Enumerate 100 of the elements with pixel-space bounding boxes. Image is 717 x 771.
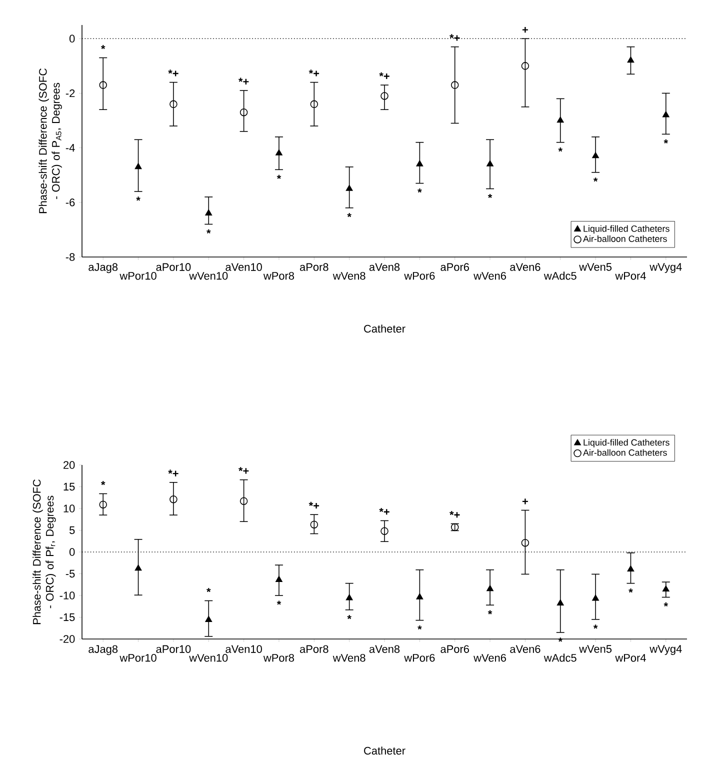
y-tick-label: 10 (64, 504, 75, 512)
y-tick-label: -15 (60, 613, 75, 622)
y-tick-label: -4 (66, 144, 75, 152)
x-tick-label: aJag8 (88, 645, 118, 656)
x-tick-label: wAdc5 (544, 272, 576, 280)
annotation: * (347, 213, 352, 218)
x-tick-label: wVen5 (579, 645, 612, 653)
x-tick-label: aVen8 (369, 263, 400, 271)
x-tick-label: wVyg4 (650, 263, 682, 273)
annotation: * (276, 600, 282, 605)
y-tick-label: -2 (66, 89, 75, 98)
annotation: * (101, 45, 106, 50)
annotation: *+ (379, 508, 390, 515)
x-tick-label: wPor10 (120, 654, 156, 662)
x-tick-label: wPor8 (263, 654, 294, 662)
point (556, 116, 564, 123)
x-tick-label: aPor8 (300, 645, 328, 653)
x-tick-label: wVen6 (474, 272, 506, 280)
point (627, 56, 634, 63)
annotation: *+ (238, 78, 249, 84)
x-tick-label: aVen10 (226, 645, 262, 653)
x-tick-label: wPor6 (404, 272, 435, 280)
x-tick-label: wPor6 (404, 654, 435, 662)
annotation: * (558, 148, 562, 152)
x-tick-label: aVen6 (510, 645, 540, 653)
y-tick-label: 15 (64, 482, 75, 491)
point (521, 538, 530, 547)
annotation: * (136, 196, 140, 201)
y-tick-label: -20 (60, 635, 75, 643)
point (134, 564, 142, 571)
point (276, 576, 282, 582)
annotation: + (522, 498, 528, 504)
annotation: *+ (450, 511, 460, 518)
x-tick-label: aVen6 (510, 263, 540, 271)
annotation: * (418, 188, 422, 193)
x-tick-label: wVen10 (189, 654, 228, 662)
point (592, 594, 599, 601)
point (240, 497, 248, 505)
annotation: * (101, 480, 106, 486)
point (240, 108, 248, 116)
point (592, 152, 599, 158)
y-tick-label: -5 (66, 570, 75, 578)
x-tick-label: wPor10 (120, 272, 156, 280)
point (486, 585, 494, 592)
annotation: * (628, 588, 633, 593)
annotation: * (488, 610, 492, 614)
x-tick-label: wPor8 (263, 272, 294, 280)
point (99, 81, 107, 89)
x-tick-label: aVen8 (369, 645, 400, 653)
point (380, 92, 388, 100)
point (205, 616, 212, 622)
y-tick-label: 5 (70, 526, 75, 534)
x-tick-label: wVen8 (332, 272, 366, 280)
x-tick-label: aJag8 (88, 263, 118, 274)
x-axis-title: Catheter (364, 324, 406, 333)
x-tick-label: wPor4 (615, 654, 646, 662)
y-tick-label: 20 (64, 461, 75, 469)
point (380, 527, 388, 536)
x-tick-label: aPor10 (156, 263, 191, 271)
x-tick-label: aPor6 (440, 645, 469, 653)
x-tick-label: wAdc5 (544, 654, 576, 662)
annotation: * (347, 615, 352, 620)
x-tick-label: aVen10 (226, 263, 262, 271)
point (276, 149, 282, 156)
y-tick-label: -6 (66, 198, 75, 206)
point (346, 184, 353, 191)
annotation: *+ (238, 467, 249, 474)
x-tick-label: wVen10 (189, 272, 228, 280)
x-tick-label: aPor8 (300, 263, 328, 271)
annotation: * (418, 625, 422, 630)
annotation: * (593, 178, 598, 182)
x-tick-label: aPor6 (440, 263, 469, 271)
y-tick-label: -8 (66, 253, 75, 261)
legend-label: Air-balloon Catheters (583, 449, 667, 456)
y-tick-label: 0 (69, 34, 75, 43)
annotation: *+ (168, 470, 178, 476)
annotation: * (488, 194, 492, 198)
point (416, 593, 424, 600)
point (450, 81, 459, 89)
legend-label: Liquid-filled Catheters (584, 225, 670, 234)
point (416, 160, 424, 166)
x-axis-title: Catheter (364, 746, 406, 755)
y-tick-label: -10 (60, 592, 75, 600)
point (521, 62, 530, 70)
annotation: *+ (308, 70, 320, 76)
y-tick-label: 0 (69, 548, 75, 556)
point (627, 566, 634, 572)
point (662, 111, 670, 118)
point (134, 163, 142, 170)
legend-label: Air-balloon Catheters (583, 235, 667, 242)
point (99, 500, 107, 508)
annotation: * (664, 139, 668, 144)
x-tick-label: wVyg4 (650, 645, 682, 655)
annotation: * (206, 588, 211, 592)
annotation: * (664, 602, 668, 607)
annotation: * (206, 229, 211, 234)
annotation: *+ (308, 502, 320, 509)
point (486, 160, 494, 166)
point (205, 209, 212, 216)
x-tick-label: wPor4 (615, 272, 646, 280)
